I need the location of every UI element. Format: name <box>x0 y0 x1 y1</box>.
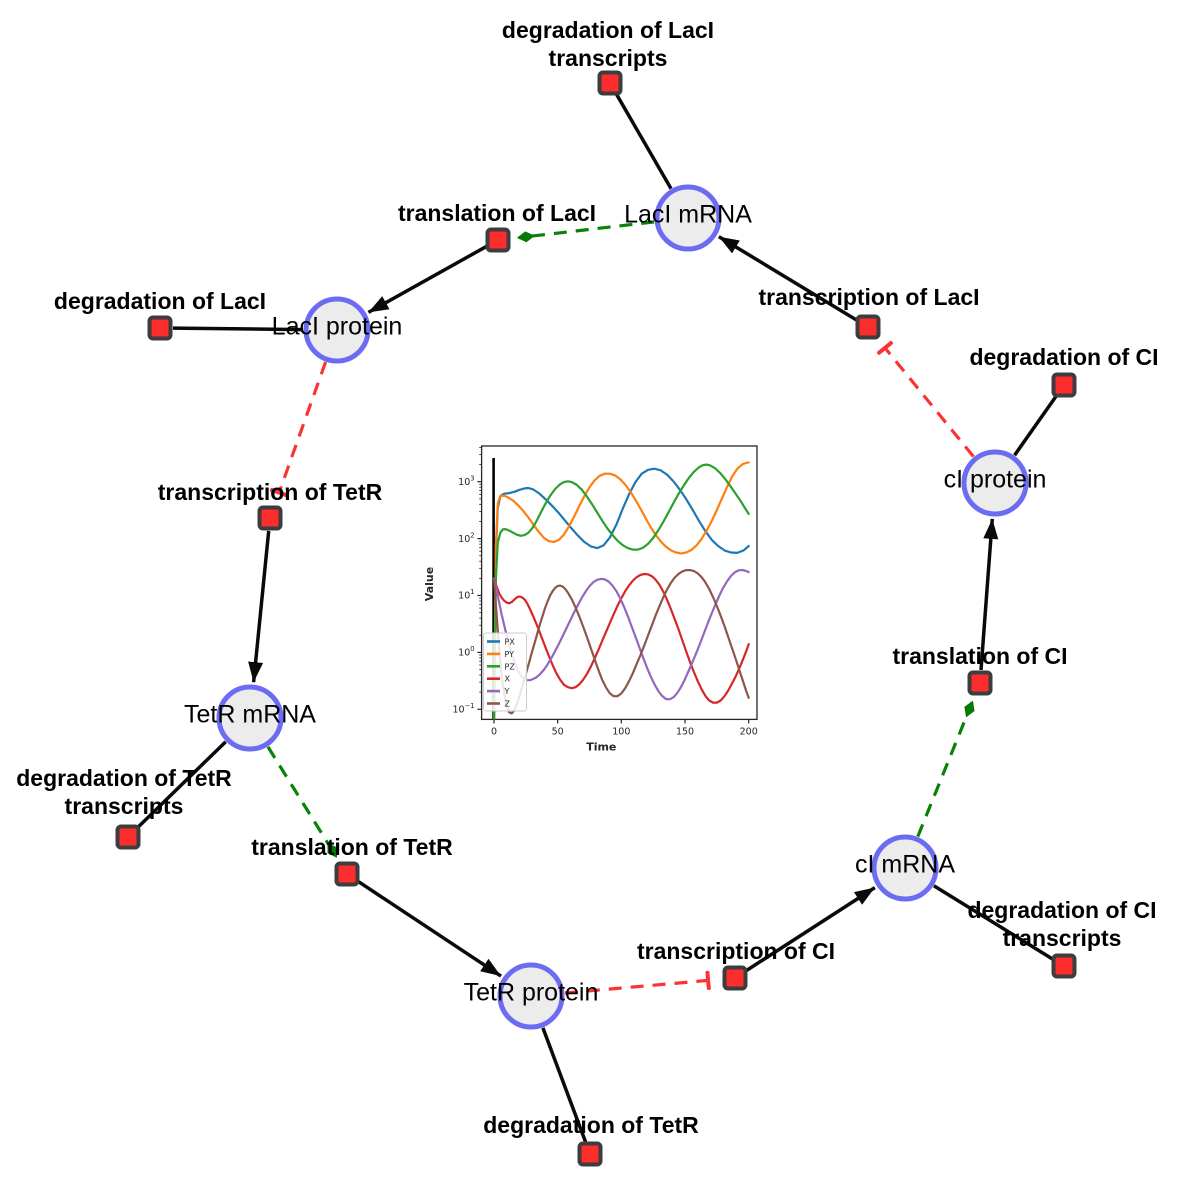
reaction-node-deg_ci_tx <box>1051 953 1077 979</box>
reaction-node-tc_ci <box>722 965 748 991</box>
edge-product-tc_laci-to-laci_mrna <box>717 235 858 322</box>
edge-reactant-ci_mrna-to-deg_ci_tx <box>932 884 1054 961</box>
species-label-ci_mrna: cI mRNA <box>855 850 955 879</box>
edges-group <box>136 93 1058 1143</box>
reaction-label-tc_tetr: transcription of TetR <box>157 479 383 505</box>
edge-reactant-laci_mrna-to-deg_laci_tx <box>614 93 673 190</box>
species-node-ci_protein <box>961 449 1029 517</box>
species-node-laci_mrna <box>654 184 722 252</box>
edge-product-tc_tetr-to-tetr_mrna <box>248 530 271 683</box>
edge-reactant-tetr_mrna-to-deg_tetr_tx <box>136 740 227 830</box>
reaction-label-deg_laci: degradation of LacI <box>53 288 267 314</box>
x-tick-label: 50 <box>552 726 564 737</box>
reaction-label-deg_ci_tx: degradation of CI transcripts <box>967 897 1157 951</box>
edge-inhibitor-ci_protein-to-tc_laci <box>876 340 975 458</box>
edge-product-tl_tetr-to-tetr_protein <box>356 879 502 978</box>
plot-series-X <box>492 572 750 704</box>
reaction-label-tc_ci: transcription of CI <box>636 938 836 964</box>
x-tick-label: 150 <box>676 726 694 737</box>
y-tick-label: 10−1 <box>452 702 474 716</box>
legend-label-X: X <box>505 675 511 684</box>
legend-label-PZ: PZ <box>505 662 516 671</box>
legend-label-PX: PX <box>505 638 516 647</box>
y-tick-label: 101 <box>458 588 474 602</box>
reaction-label-tl_tetr: translation of TetR <box>251 834 453 860</box>
reaction-node-tl_ci <box>967 670 993 696</box>
plot-legend: PX PY PZ XYZ <box>483 632 527 712</box>
legend-label-Y: Y <box>504 687 510 696</box>
reaction-label-deg_tetr: degradation of TetR <box>483 1112 699 1138</box>
species-label-tetr_protein: TetR protein <box>463 978 599 1007</box>
species-nodes-group <box>216 184 1029 1030</box>
edge-reactant-ci_protein-to-deg_ci <box>1013 394 1058 457</box>
species-label-tetr_mrna: TetR mRNA <box>184 700 316 729</box>
plot-series-PY <box>492 461 750 720</box>
reaction-node-deg_laci <box>147 315 173 341</box>
species-node-laci_protein <box>303 296 371 364</box>
x-tick-label: 200 <box>740 726 758 737</box>
plot-series-PX <box>492 467 750 720</box>
reaction-label-deg_ci: degradation of CI <box>969 344 1159 370</box>
reaction-label-deg_tetr_tx: degradation of TetR transcripts <box>16 765 232 819</box>
species-label-laci_mrna: LacI mRNA <box>624 200 752 229</box>
reaction-label-tc_laci: transcription of LacI <box>758 284 980 310</box>
plot-axes-box <box>480 445 758 721</box>
edge-reactant-tetr_protein-to-deg_tetr <box>541 1027 588 1143</box>
reaction-node-deg_laci_tx <box>597 70 623 96</box>
reaction-node-deg_tetr_tx <box>115 824 141 850</box>
edge-product-tc_ci-to-ci_mrna <box>744 886 876 973</box>
reaction-node-tl_laci <box>485 227 511 253</box>
edge-modifier-laci_mrna-to-tl_laci <box>516 220 655 243</box>
reaction-node-tl_tetr <box>334 861 360 887</box>
x-axis-label: Time <box>586 740 616 753</box>
y-tick-label: 103 <box>458 474 474 488</box>
edge-reactant-laci_protein-to-deg_laci <box>172 326 304 332</box>
edge-product-tl_laci-to-laci_protein <box>367 244 488 314</box>
x-tick-label: 100 <box>612 726 630 737</box>
edge-inhibitor-tetr_protein-to-tc_ci <box>564 970 711 995</box>
reaction-node-deg_ci <box>1051 372 1077 398</box>
reaction-node-tc_laci <box>855 314 881 340</box>
species-node-tetr_mrna <box>216 684 284 752</box>
reaction-label-tl_laci: translation of LacI <box>397 200 597 226</box>
edge-inhibitor-laci_protein-to-tc_tetr <box>269 361 328 498</box>
species-label-laci_protein: LacI protein <box>271 312 403 341</box>
reaction-node-deg_tetr <box>577 1141 603 1167</box>
edge-product-tl_ci-to-ci_protein <box>979 518 999 671</box>
reaction-nodes-group <box>115 70 1077 1167</box>
x-tick-label: 0 <box>491 726 497 737</box>
reaction-label-tl_ci: translation of CI <box>892 643 1068 669</box>
reaction-node-tc_tetr <box>257 505 283 531</box>
species-label-ci_protein: cI protein <box>943 465 1047 494</box>
y-axis-label: Value <box>423 567 436 601</box>
plot-series-group <box>492 461 750 720</box>
y-tick-label: 100 <box>458 645 474 659</box>
species-node-ci_mrna <box>871 834 939 902</box>
species-node-tetr_protein <box>497 962 565 1030</box>
y-tick-label: 102 <box>458 531 474 545</box>
reaction-label-deg_laci_tx: degradation of LacI transcripts <box>501 17 715 71</box>
edge-modifier-ci_mrna-to-tl_ci <box>916 700 975 838</box>
legend-label-PY: PY <box>505 650 515 659</box>
legend-label-Z: Z <box>505 700 511 709</box>
plot-series-PZ <box>492 463 750 720</box>
